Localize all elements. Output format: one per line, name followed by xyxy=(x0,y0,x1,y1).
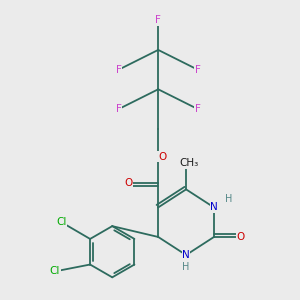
Text: N: N xyxy=(182,250,190,260)
Text: F: F xyxy=(116,104,122,114)
Text: O: O xyxy=(124,178,133,188)
Text: O: O xyxy=(158,152,166,162)
Text: N: N xyxy=(210,202,218,212)
Text: O: O xyxy=(236,232,244,242)
Text: H: H xyxy=(225,194,232,204)
Text: F: F xyxy=(116,64,122,75)
Text: F: F xyxy=(155,15,161,26)
Text: H: H xyxy=(182,262,190,272)
Text: Cl: Cl xyxy=(56,217,67,227)
Text: F: F xyxy=(195,104,200,114)
Text: F: F xyxy=(195,64,200,75)
Text: Cl: Cl xyxy=(50,266,60,276)
Text: CH₃: CH₃ xyxy=(180,158,199,168)
